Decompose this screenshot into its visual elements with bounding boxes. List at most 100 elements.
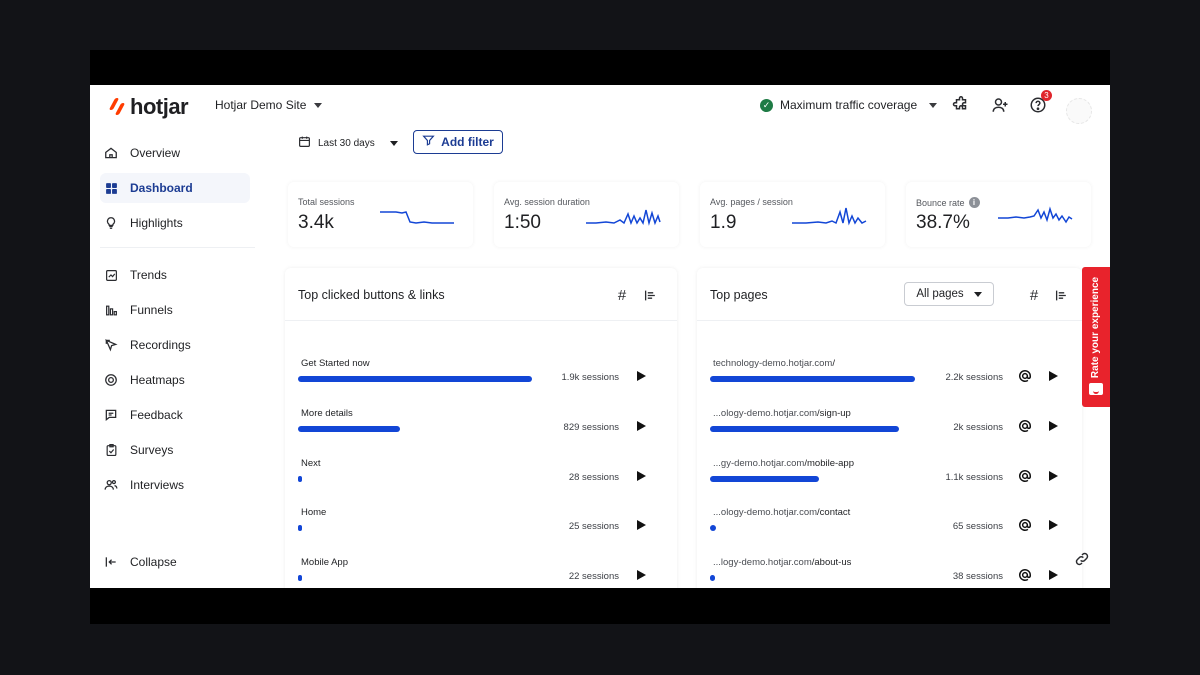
hotjar-logo[interactable]: hotjar — [108, 94, 189, 120]
sidebar-item-label: Trends — [130, 268, 167, 282]
sidebar-item-trends[interactable]: Trends — [100, 260, 250, 290]
row-label: More details — [301, 407, 353, 419]
page-url: ...ology-demo.hotjar.com/sign-up — [713, 408, 851, 419]
session-bar — [298, 525, 302, 532]
link-icon[interactable] — [1074, 551, 1092, 569]
page-url-domain: ...ology-demo.hotjar.com — [713, 507, 818, 519]
session-bar — [298, 425, 401, 432]
row-sessions: 28 sessions — [568, 471, 619, 483]
date-range-selector[interactable]: Last 30 days — [298, 135, 398, 151]
integrations-puzzle-icon[interactable] — [950, 94, 972, 116]
site-selector[interactable]: Hotjar Demo Site — [215, 98, 323, 112]
play-icon[interactable] — [1049, 420, 1058, 431]
hash-icon[interactable]: # — [617, 286, 627, 304]
row-label: Mobile App — [301, 557, 349, 569]
list-item[interactable]: ...ology-demo.hotjar.com/contact 65 sessi… — [697, 505, 1082, 555]
metric-card-bounce-rate[interactable]: Bounce rate i 38.7% — [906, 182, 1091, 247]
metric-card-avg-session-duration[interactable]: Avg. session duration 1:50 — [494, 182, 679, 247]
metric-label: Total sessions — [298, 197, 355, 207]
collapse-label: Collapse — [130, 555, 177, 569]
page-url: technology-demo.hotjar.com/ — [713, 358, 835, 369]
list-item[interactable]: Mobile App 22 sessions — [285, 555, 677, 588]
sidebar-item-dashboard[interactable]: Dashboard — [100, 173, 250, 203]
invite-user-icon[interactable] — [989, 94, 1011, 116]
session-bar — [710, 575, 715, 582]
session-bar — [710, 376, 915, 382]
sidebar-item-label: Surveys — [130, 443, 174, 457]
list-item[interactable]: ...ology-demo.hotjar.com/sign-up 2k sessi… — [697, 406, 1082, 456]
heatmap-view-icon[interactable] — [1018, 419, 1032, 433]
pages-filter-select[interactable]: All pages — [904, 282, 994, 306]
list-item[interactable]: Next 28 sessions — [285, 456, 677, 506]
row-sessions: 22 sessions — [568, 571, 619, 583]
panel-title: Top pages — [710, 288, 768, 302]
metric-value: 38.7% — [916, 212, 970, 233]
list-item[interactable]: Home 25 sessions — [285, 505, 677, 555]
metric-label: Bounce rate i — [916, 197, 980, 208]
rate-your-experience-label-wrap: Rate your experience — [1086, 276, 1106, 378]
play-icon[interactable] — [1049, 570, 1058, 581]
feedback-icon — [104, 408, 118, 422]
people-icon — [104, 478, 118, 492]
sidebar-item-surveys[interactable]: Surveys — [100, 435, 250, 465]
collapse-button[interactable]: Collapse — [100, 547, 250, 577]
sidebar-item-funnels[interactable]: Funnels — [100, 295, 250, 325]
list-item[interactable]: ...logy-demo.hotjar.com/about-us 38 sessi… — [697, 555, 1082, 588]
help-icon[interactable]: 3 — [1027, 90, 1052, 116]
metric-card-avg-pages-session[interactable]: Avg. pages / session 1.9 — [700, 182, 885, 247]
hash-icon[interactable]: # — [1029, 286, 1039, 304]
sparkline — [792, 207, 867, 226]
panel-divider — [285, 320, 677, 321]
sidebar-item-feedback[interactable]: Feedback — [100, 400, 250, 430]
collapse-arrow-icon — [104, 555, 118, 569]
rate-your-experience-label: Rate your experience — [1090, 276, 1102, 378]
user-avatar[interactable] — [1066, 98, 1092, 124]
row-sessions: 2.2k sessions — [945, 372, 1003, 383]
row-sessions: 25 sessions — [568, 521, 619, 533]
play-icon[interactable] — [637, 570, 646, 581]
session-bar — [298, 376, 532, 382]
chevron-down-icon — [973, 291, 982, 297]
clipboard-icon — [104, 443, 118, 457]
metric-label: Avg. session duration — [504, 197, 590, 207]
session-bar — [298, 575, 302, 582]
heatmap-view-icon[interactable] — [1018, 469, 1032, 483]
top-pages-panel: Top pages All pages # technology-demo.ho… — [697, 268, 1082, 588]
play-icon[interactable] — [1049, 470, 1058, 481]
sidebar-item-interviews[interactable]: Interviews — [100, 470, 250, 500]
traffic-coverage-selector[interactable]: ✓ Maximum traffic coverage — [760, 98, 938, 112]
bar-list-icon[interactable] — [642, 287, 658, 303]
add-filter-button[interactable]: Add filter — [413, 130, 503, 154]
sidebar-item-overview[interactable]: Overview — [100, 138, 250, 168]
chevron-down-icon — [314, 102, 323, 108]
metric-card-total-sessions[interactable]: Total sessions 3.4k — [288, 182, 473, 247]
list-item[interactable]: ...gy-demo.hotjar.com/mobile-app 1.1k ses… — [697, 456, 1082, 506]
date-range-label: Last 30 days — [318, 137, 375, 149]
play-icon[interactable] — [1049, 520, 1058, 531]
sidebar-item-recordings[interactable]: Recordings — [100, 330, 250, 360]
list-item[interactable]: technology-demo.hotjar.com/2.2k sessions — [697, 356, 1082, 406]
session-bar — [710, 525, 717, 532]
panel-title: Top clicked buttons & links — [298, 288, 445, 302]
hotjar-logo-mark-icon — [108, 98, 126, 116]
row-sessions: 38 sessions — [952, 571, 1003, 583]
heatmap-view-icon[interactable] — [1018, 518, 1032, 532]
list-item[interactable]: Get Started now 1.9k sessions — [285, 356, 677, 406]
heatmap-view-icon[interactable] — [1018, 369, 1032, 383]
metric-value: 1:50 — [504, 212, 541, 233]
list-item[interactable]: More details 829 sessions — [285, 406, 677, 456]
play-icon[interactable] — [1049, 371, 1058, 381]
page-url: ...ology-demo.hotjar.com/contact — [713, 507, 850, 518]
play-icon[interactable] — [637, 420, 646, 431]
play-icon[interactable] — [637, 520, 646, 531]
rate-your-experience-tab[interactable]: Rate your experience — [1082, 267, 1110, 407]
sidebar-item-heatmaps[interactable]: Heatmaps — [100, 365, 250, 395]
heatmap-view-icon[interactable] — [1018, 568, 1032, 582]
sidebar-item-highlights[interactable]: Highlights — [100, 208, 250, 238]
sidebar-item-label: Heatmaps — [130, 373, 185, 387]
bar-list-icon[interactable] — [1053, 287, 1069, 303]
info-icon[interactable]: i — [968, 197, 980, 208]
play-icon[interactable] — [637, 371, 646, 381]
page-url-domain: ...gy-demo.hotjar.com — [713, 457, 805, 469]
play-icon[interactable] — [637, 470, 646, 481]
